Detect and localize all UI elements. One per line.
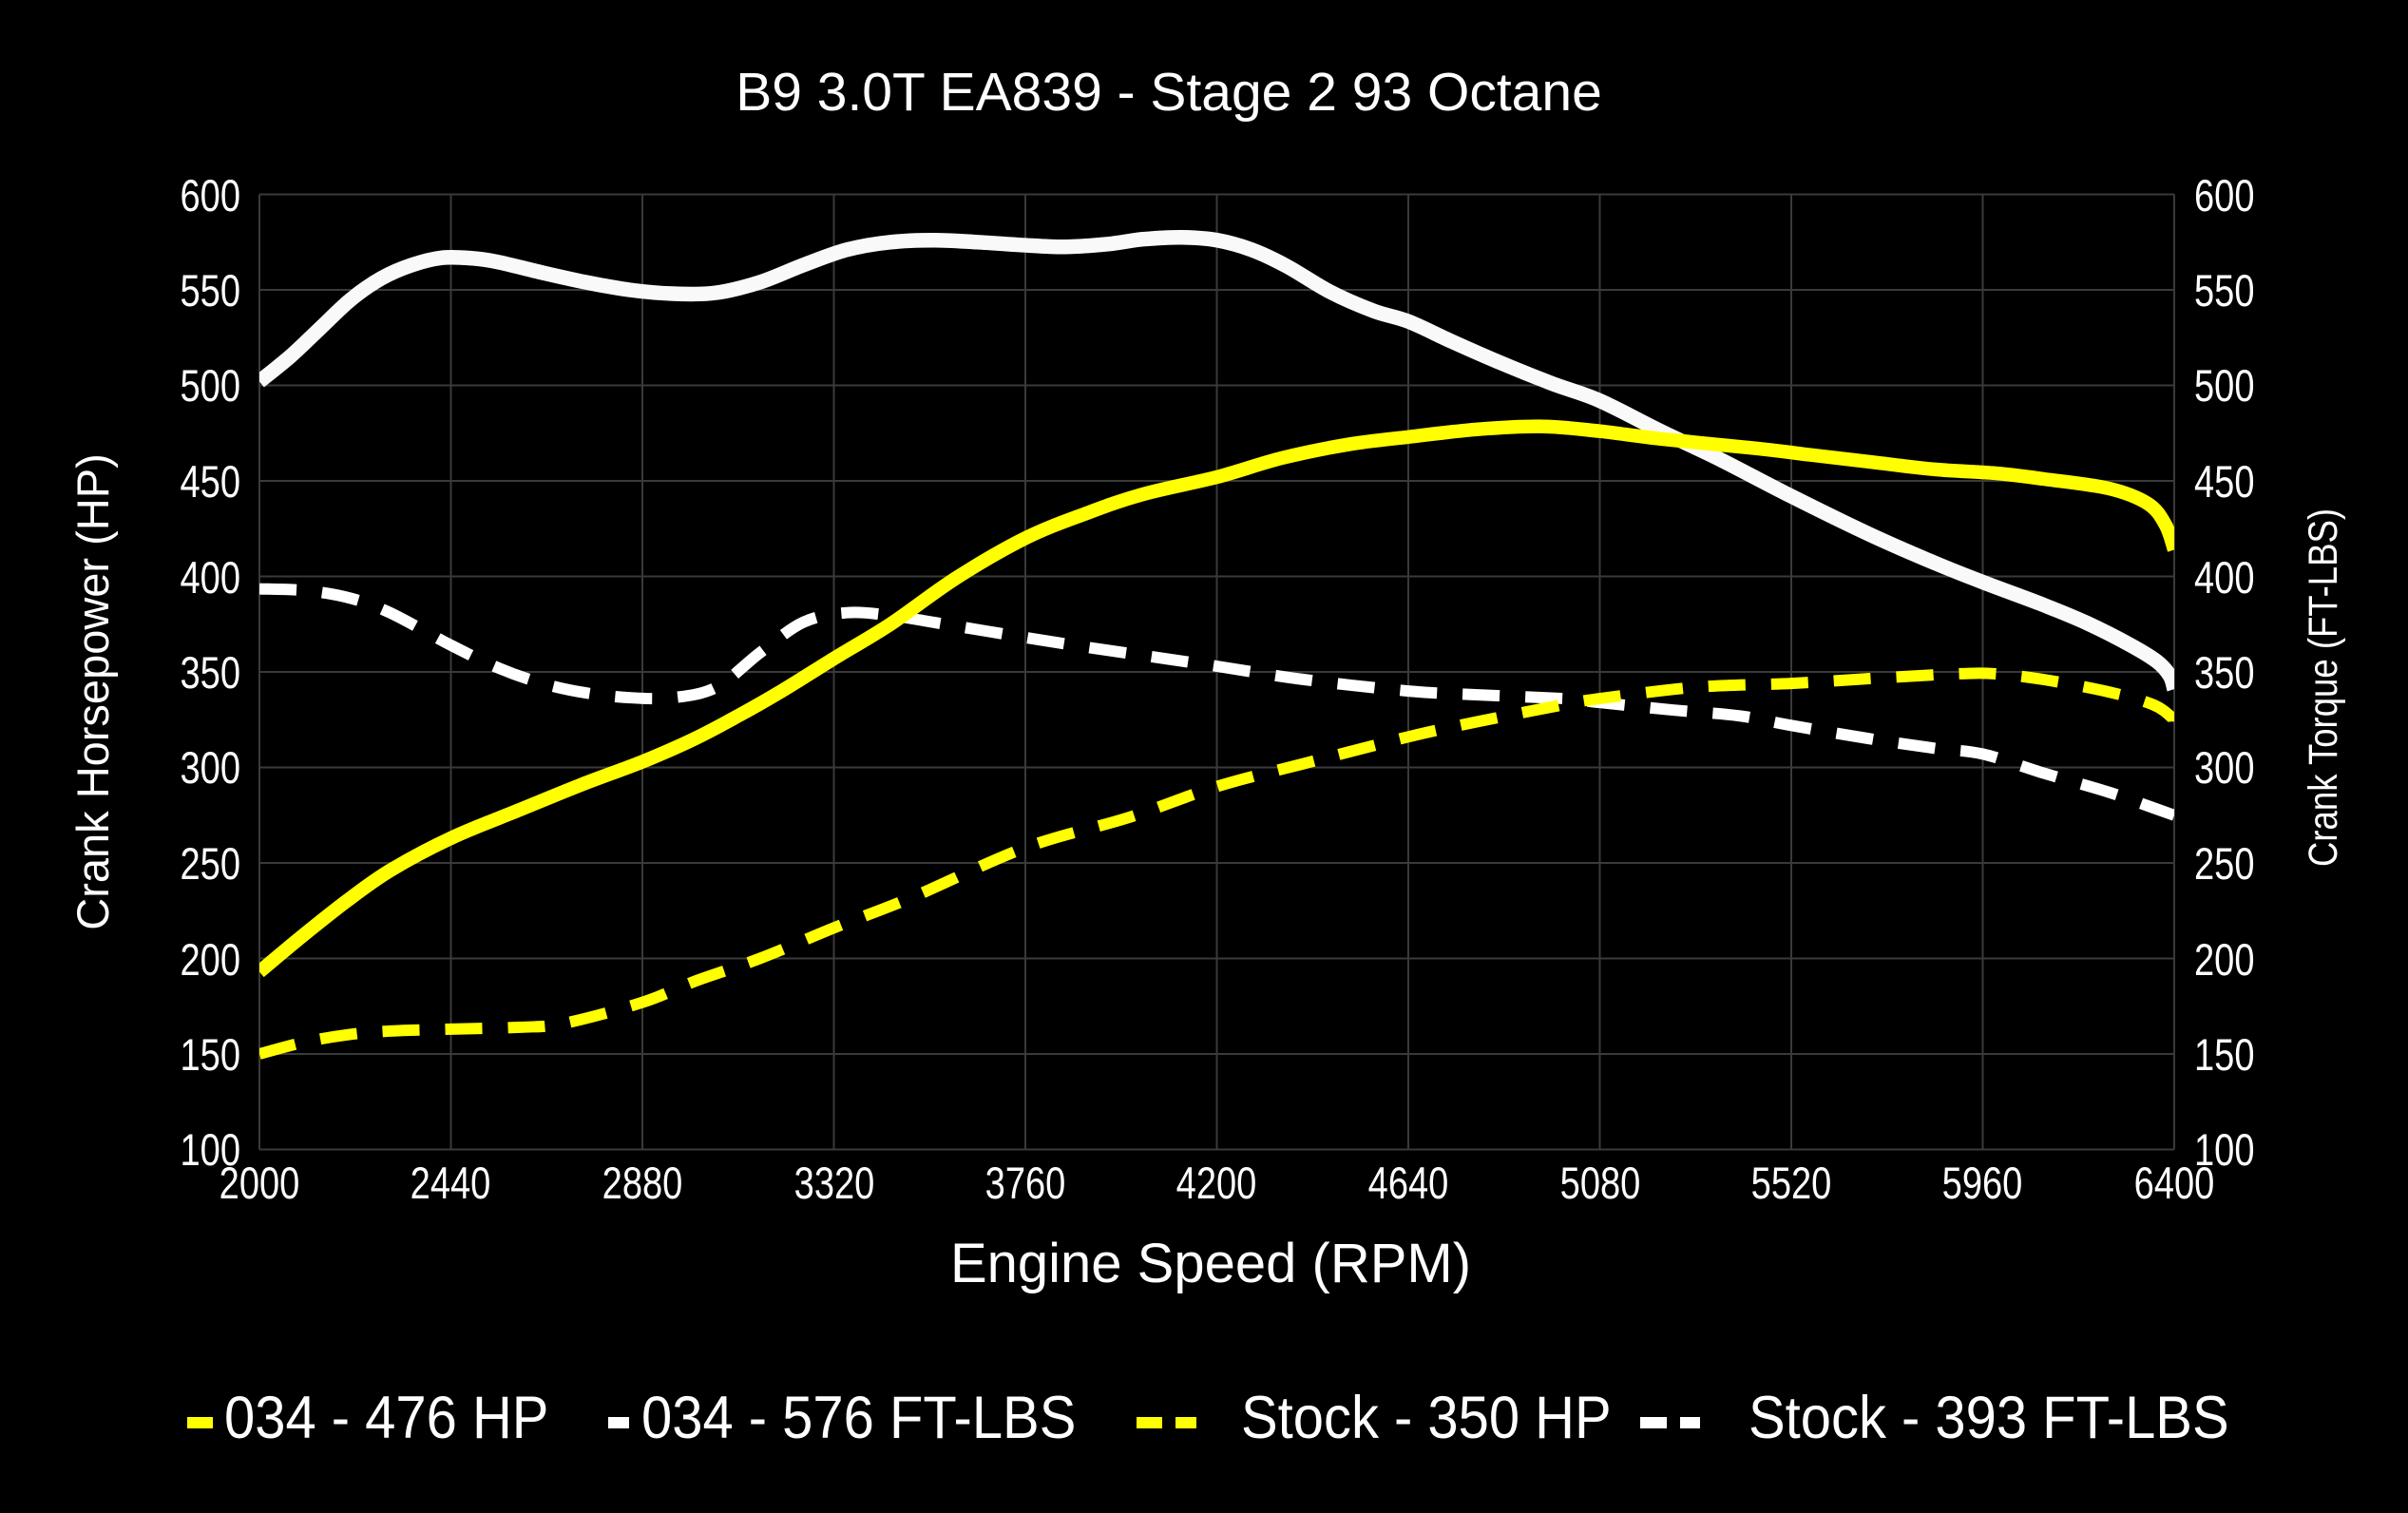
svg-text:100: 100 <box>181 1125 240 1176</box>
svg-text:550: 550 <box>181 266 240 316</box>
svg-text:Engine Speed (RPM): Engine Speed (RPM) <box>950 1233 1471 1294</box>
svg-text:Crank Horsepower (HP): Crank Horsepower (HP) <box>67 453 118 929</box>
svg-text:4200: 4200 <box>1176 1159 1257 1209</box>
svg-text:4640: 4640 <box>1368 1159 1449 1209</box>
svg-text:100: 100 <box>2194 1125 2254 1176</box>
svg-text:Stock - 350 HP: Stock - 350 HP <box>1241 1384 1612 1451</box>
svg-text:350: 350 <box>181 648 240 699</box>
svg-text:Crank Torque (FT-LBS): Crank Torque (FT-LBS) <box>2301 508 2345 867</box>
svg-text:500: 500 <box>181 361 240 412</box>
svg-text:300: 300 <box>181 743 240 794</box>
svg-text:6400: 6400 <box>2134 1159 2215 1209</box>
svg-text:3760: 3760 <box>985 1159 1066 1209</box>
svg-text:550: 550 <box>2194 266 2254 316</box>
svg-text:034 - 476 HP: 034 - 476 HP <box>224 1384 548 1451</box>
svg-text:500: 500 <box>2194 361 2254 412</box>
svg-text:B9 3.0T EA839 - Stage 2 93 Oct: B9 3.0T EA839 - Stage 2 93 Octane <box>736 62 1602 123</box>
svg-text:150: 150 <box>181 1030 240 1081</box>
svg-text:300: 300 <box>2194 743 2254 794</box>
svg-text:250: 250 <box>181 839 240 890</box>
svg-text:450: 450 <box>181 457 240 508</box>
svg-text:5960: 5960 <box>1942 1159 2023 1209</box>
svg-text:200: 200 <box>181 935 240 986</box>
svg-text:600: 600 <box>2194 171 2254 221</box>
svg-text:5080: 5080 <box>1560 1159 1641 1209</box>
svg-text:5520: 5520 <box>1751 1159 1832 1209</box>
svg-text:200: 200 <box>2194 935 2254 986</box>
svg-text:2880: 2880 <box>602 1159 683 1209</box>
svg-text:3320: 3320 <box>794 1159 875 1209</box>
svg-text:400: 400 <box>2194 553 2254 603</box>
svg-text:2000: 2000 <box>220 1159 300 1209</box>
svg-text:034 - 576 FT-LBS: 034 - 576 FT-LBS <box>641 1384 1076 1451</box>
svg-text:Stock - 393 FT-LBS: Stock - 393 FT-LBS <box>1749 1384 2229 1451</box>
svg-text:150: 150 <box>2194 1030 2254 1081</box>
svg-text:250: 250 <box>2194 839 2254 890</box>
svg-text:400: 400 <box>181 553 240 603</box>
svg-text:450: 450 <box>2194 457 2254 508</box>
svg-text:600: 600 <box>181 171 240 221</box>
svg-text:2440: 2440 <box>411 1159 491 1209</box>
svg-text:350: 350 <box>2194 648 2254 699</box>
